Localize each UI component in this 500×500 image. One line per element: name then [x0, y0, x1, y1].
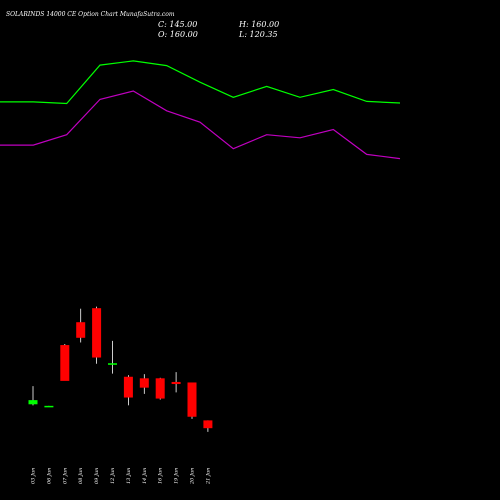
low-value: L: 120.35 — [239, 30, 278, 39]
lower-band-line — [0, 90, 401, 160]
candle-body — [108, 363, 117, 365]
candle-body — [76, 322, 86, 338]
candle-body — [155, 378, 165, 399]
candle-body — [28, 400, 38, 405]
candles — [28, 306, 213, 432]
candle-body — [123, 376, 133, 398]
upper-band-line — [0, 60, 401, 105]
x-tick-label: 21 Jun — [205, 468, 211, 485]
x-tick-label: 20 Jun — [190, 468, 196, 485]
x-tick-label: 07 Jun — [62, 468, 68, 484]
open-value: O: 160.00 — [158, 30, 198, 39]
chart-title: SOLARINDS 14000 CE Option Chart MunafaSu… — [6, 11, 175, 18]
candle-body — [44, 405, 54, 408]
x-tick-label: 12 Jun — [110, 468, 116, 484]
candle-body — [203, 420, 213, 429]
band-lines — [0, 60, 401, 160]
x-axis-ticks: 03 Jun 06 Jun 07 Jun 08 Jun 09 Jun 12 Jun 13 J… — [31, 468, 212, 485]
candle-body — [92, 308, 102, 358]
x-tick-label: 06 Jun — [46, 468, 52, 484]
candle-body — [60, 345, 70, 381]
candle-body — [171, 381, 181, 385]
x-tick-label: 13 Jun — [126, 468, 132, 484]
high-value: H: 160.00 — [239, 20, 280, 29]
close-value: C: 145.00 — [158, 20, 198, 29]
x-tick-label: 08 Jun — [78, 468, 84, 484]
x-tick-label: 09 Jun — [94, 468, 100, 484]
x-tick-label: 19 Jun — [174, 468, 180, 484]
candle-body — [187, 382, 197, 417]
x-tick-label: 16 Jun — [158, 468, 164, 484]
x-tick-label: 03 Jun — [31, 468, 37, 484]
x-tick-label: 14 Jun — [142, 468, 148, 484]
candle-body — [139, 378, 149, 388]
